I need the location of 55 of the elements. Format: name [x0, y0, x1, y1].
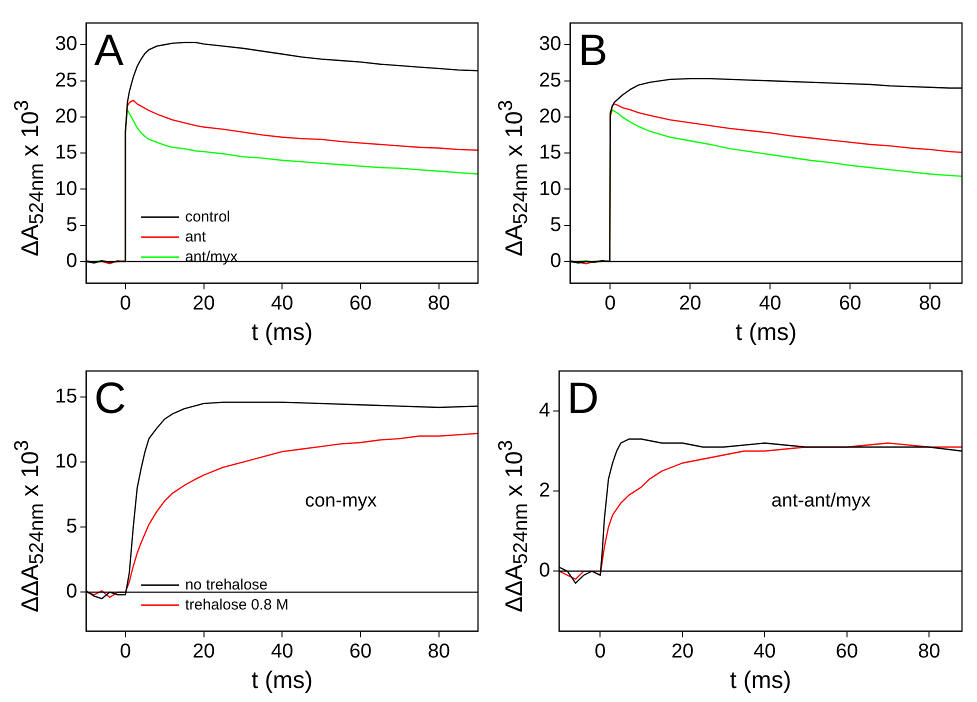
y-tick-label: 10 — [54, 178, 78, 200]
x-tick-label: 80 — [428, 292, 450, 315]
legend-label: no trehalose — [185, 576, 268, 594]
x-axis-title: t (ms) — [730, 667, 792, 694]
annotation: ant-ant/myx — [771, 490, 872, 512]
y-tick-label: 0 — [66, 580, 78, 603]
y-tick-label: 10 — [538, 178, 562, 200]
y-tick-label: 15 — [54, 386, 78, 408]
legend-label: control — [185, 208, 230, 226]
y-tick-label: 20 — [54, 105, 78, 128]
y-tick-label: 0 — [539, 560, 550, 582]
annotation: D — [567, 374, 599, 424]
x-tick-label: 0 — [604, 292, 616, 315]
annotation: C — [94, 374, 126, 424]
legend-label: trehalose 0.8 M — [185, 596, 288, 614]
y-tick-label: 30 — [54, 33, 78, 56]
y-tick-label: 25 — [54, 69, 78, 92]
y-tick-label: 15 — [538, 142, 562, 164]
x-tick-label: 40 — [271, 640, 294, 663]
y-tick-label: 15 — [54, 142, 78, 164]
y-tick-label: 25 — [538, 69, 562, 92]
x-tick-label: 60 — [349, 292, 372, 315]
x-tick-label: 0 — [594, 640, 606, 663]
x-tick-label: 0 — [120, 292, 131, 315]
y-tick-label: 20 — [538, 105, 562, 128]
x-tick-label: 20 — [192, 640, 215, 663]
x-axis-title: t (ms) — [251, 319, 313, 346]
x-tick-label: 20 — [192, 292, 215, 315]
x-tick-label: 80 — [918, 640, 940, 663]
x-axis-title: t (ms) — [735, 319, 797, 346]
x-tick-label: 20 — [679, 292, 702, 315]
x-tick-label: 60 — [349, 640, 372, 663]
y-tick-label: 2 — [539, 480, 550, 502]
x-tick-label: 60 — [836, 640, 858, 663]
x-tick-label: 40 — [758, 292, 782, 315]
x-tick-label: 0 — [120, 640, 131, 663]
y-tick-label: 5 — [66, 516, 78, 538]
y-tick-label: 0 — [550, 250, 562, 272]
x-tick-label: 80 — [918, 292, 942, 315]
y-tick-label: 4 — [539, 400, 550, 422]
annotation: con-myx — [304, 490, 378, 512]
x-tick-label: 40 — [754, 640, 776, 663]
annotation: A — [94, 26, 124, 76]
x-tick-label: 40 — [271, 292, 294, 315]
x-tick-label: 20 — [671, 640, 694, 663]
x-tick-label: 60 — [838, 292, 862, 315]
y-tick-label: 5 — [66, 214, 78, 236]
annotation: B — [578, 26, 608, 76]
y-tick-label: 30 — [538, 33, 562, 56]
legend-label: ant — [185, 228, 207, 246]
y-tick-label: 10 — [54, 450, 78, 473]
y-tick-label: 0 — [66, 250, 78, 272]
x-axis-title: t (ms) — [251, 667, 313, 694]
y-tick-label: 5 — [550, 214, 562, 236]
x-tick-label: 80 — [428, 640, 450, 663]
